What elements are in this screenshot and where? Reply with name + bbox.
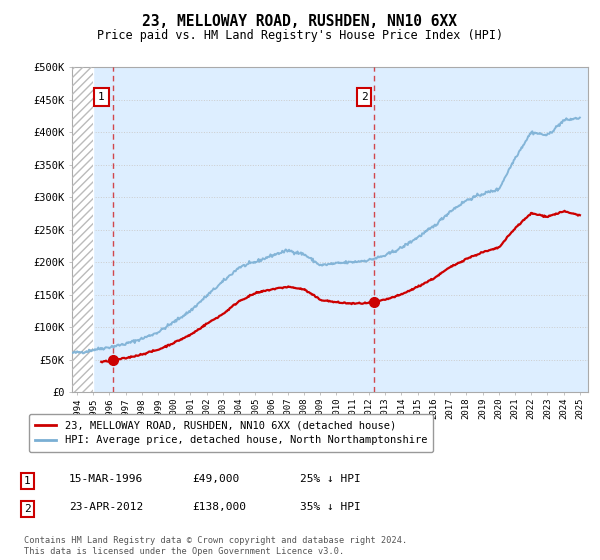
Bar	[72, 67, 93, 392]
Text: 2: 2	[361, 92, 368, 102]
Legend: 23, MELLOWAY ROAD, RUSHDEN, NN10 6XX (detached house), HPI: Average price, detac: 23, MELLOWAY ROAD, RUSHDEN, NN10 6XX (de…	[29, 414, 433, 452]
Bar	[72, 67, 93, 392]
Text: 1: 1	[24, 476, 31, 486]
Text: Price paid vs. HM Land Registry's House Price Index (HPI): Price paid vs. HM Land Registry's House …	[97, 29, 503, 42]
Text: 1: 1	[98, 92, 105, 102]
Text: 25% ↓ HPI: 25% ↓ HPI	[300, 474, 361, 484]
Text: £49,000: £49,000	[192, 474, 239, 484]
Text: 23, MELLOWAY ROAD, RUSHDEN, NN10 6XX: 23, MELLOWAY ROAD, RUSHDEN, NN10 6XX	[143, 14, 458, 29]
Text: Contains HM Land Registry data © Crown copyright and database right 2024.
This d: Contains HM Land Registry data © Crown c…	[24, 536, 407, 556]
Text: 23-APR-2012: 23-APR-2012	[69, 502, 143, 512]
Text: 35% ↓ HPI: 35% ↓ HPI	[300, 502, 361, 512]
Text: 15-MAR-1996: 15-MAR-1996	[69, 474, 143, 484]
Text: 2: 2	[24, 504, 31, 514]
Text: £138,000: £138,000	[192, 502, 246, 512]
